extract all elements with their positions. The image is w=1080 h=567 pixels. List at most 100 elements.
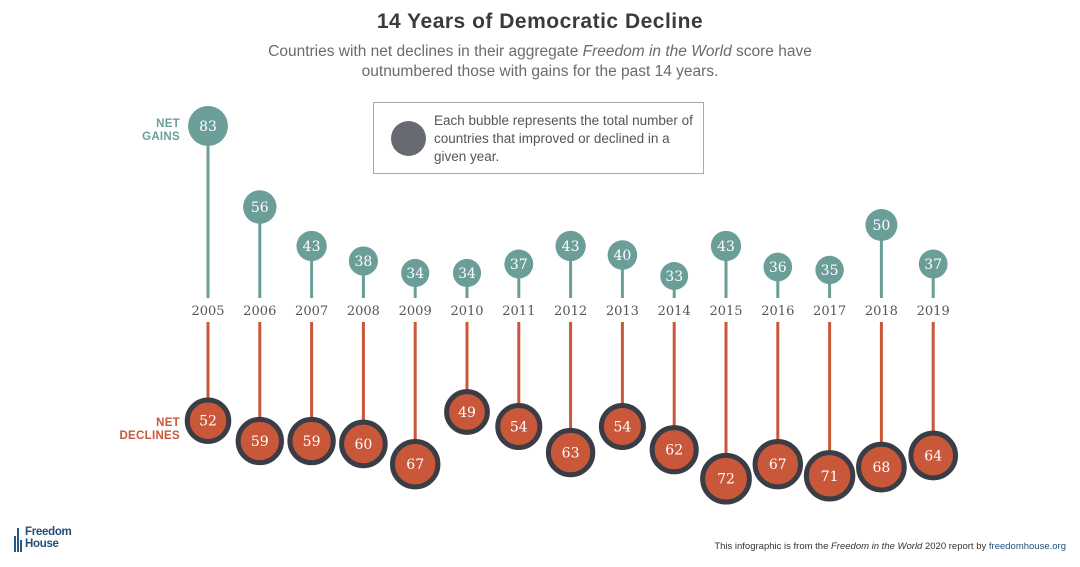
subtitle-post: score have outnumbered those with gains …: [361, 43, 812, 80]
decline-bubble: [389, 438, 441, 490]
year-tick-label: 2018: [865, 304, 898, 319]
gain-bubble: [348, 246, 378, 276]
footer-italic: Freedom in the World: [831, 541, 923, 552]
gain-value-label: 38: [354, 254, 372, 270]
gain-bubble: [401, 258, 430, 288]
freedom-house-logo: Freedom House: [14, 526, 84, 556]
gain-bubble: [815, 255, 844, 285]
gain-value-label: 37: [924, 257, 942, 273]
gain-value-label: 43: [717, 239, 735, 255]
logo-text: Freedom House: [25, 526, 72, 550]
net-declines-label-line1: NET: [156, 417, 180, 429]
gain-bubble: [865, 209, 898, 241]
decline-value-label: 72: [717, 472, 735, 488]
gain-value-label: 50: [872, 218, 890, 234]
decline-value-label: 62: [665, 443, 683, 459]
year-tick-label: 2007: [295, 304, 328, 319]
footer-mid: 2020 report by: [922, 541, 989, 552]
year-tick-label: 2013: [606, 304, 639, 319]
decline-value-label: 49: [458, 405, 476, 421]
legend-bubble-icon: [391, 121, 426, 156]
decline-value-label: 71: [821, 469, 839, 485]
decline-bubble: [444, 389, 490, 435]
year-tick-label: 2016: [761, 304, 794, 319]
year-tick-label: 2017: [813, 304, 846, 319]
footer-credit: This infographic is from the Freedom in …: [714, 541, 1066, 552]
year-tick-label: 2011: [502, 304, 535, 319]
decline-bubble: [184, 397, 232, 444]
logo-text-line1: Freedom: [25, 526, 72, 538]
gain-bubble: [918, 249, 948, 279]
net-declines-label: NET DECLINES: [100, 417, 180, 443]
decline-value-label: 59: [303, 434, 321, 450]
net-gains-label: NET GAINS: [110, 118, 180, 144]
decline-bubble: [339, 419, 388, 469]
subtitle-pre: Countries with net declines in their agg…: [268, 43, 583, 60]
decline-bubble: [649, 425, 699, 475]
gain-bubble: [710, 230, 742, 262]
net-gains-label-line2: GAINS: [142, 131, 180, 143]
year-tick-label: 2014: [658, 304, 691, 319]
decline-bubble: [235, 416, 284, 466]
gain-value-label: 40: [613, 248, 631, 264]
legend-text: Each bubble represents the total number …: [434, 113, 693, 164]
year-tick-label: 2012: [554, 304, 587, 319]
decline-value-label: 64: [924, 449, 942, 465]
year-tick-label: 2015: [709, 304, 742, 319]
net-gains-label-line1: NET: [156, 118, 180, 130]
gain-value-label: 43: [562, 239, 580, 255]
decline-bubble: [803, 450, 856, 502]
gain-value-label: 33: [665, 269, 683, 285]
footer-link[interactable]: freedomhouse.org: [988, 541, 1066, 552]
year-tick-label: 2019: [917, 304, 950, 319]
gain-value-label: 83: [199, 119, 217, 135]
decline-value-label: 68: [872, 460, 890, 476]
gain-bubble: [188, 106, 228, 146]
decline-value-label: 60: [354, 437, 372, 453]
gain-value-label: 43: [303, 239, 321, 255]
gain-bubble: [296, 230, 327, 262]
gain-bubble: [555, 230, 586, 262]
decline-bubble: [908, 430, 959, 481]
legend-box: Each bubble represents the total number …: [373, 102, 704, 174]
gain-bubble: [607, 240, 638, 270]
gain-value-label: 35: [821, 263, 839, 279]
gain-value-label: 37: [510, 257, 528, 273]
decline-bubble: [545, 427, 596, 478]
year-tick-label: 2005: [191, 304, 224, 319]
footer-pre: This infographic is from the: [714, 541, 831, 552]
gain-bubble: [243, 190, 277, 224]
chart-title: 14 Years of Democratic Decline: [376, 10, 704, 33]
net-declines-label-line2: DECLINES: [119, 430, 180, 442]
decline-value-label: 54: [510, 420, 528, 436]
logo-bars-icon: [14, 528, 22, 552]
gain-value-label: 36: [769, 260, 787, 276]
gain-bubble: [763, 252, 793, 282]
decline-bubble: [287, 416, 336, 466]
decline-value-label: 52: [199, 414, 217, 430]
gain-value-label: 34: [458, 266, 476, 282]
gain-value-label: 56: [251, 200, 269, 216]
decline-value-label: 67: [406, 457, 424, 473]
logo-text-line2: House: [25, 538, 59, 550]
year-tick-label: 2009: [399, 304, 432, 319]
decline-bubble: [856, 441, 907, 493]
decline-value-label: 54: [613, 420, 631, 436]
year-tick-label: 2006: [243, 304, 276, 319]
gain-bubble: [660, 262, 689, 290]
year-tick-label: 2008: [347, 304, 380, 319]
gain-value-label: 34: [406, 266, 424, 282]
decline-bubble: [752, 438, 804, 490]
decline-bubble: [598, 402, 646, 451]
gain-bubble: [452, 258, 482, 288]
decline-value-label: 67: [769, 457, 787, 473]
decline-bubble: [495, 402, 543, 451]
chart-subtitle: Countries with net declines in their agg…: [240, 42, 840, 82]
gain-bubble: [504, 249, 534, 279]
decline-value-label: 59: [251, 434, 269, 450]
decline-value-label: 63: [562, 446, 580, 462]
decline-bubble: [700, 452, 752, 505]
subtitle-italic: Freedom in the World: [582, 43, 732, 60]
year-tick-label: 2010: [450, 304, 483, 319]
